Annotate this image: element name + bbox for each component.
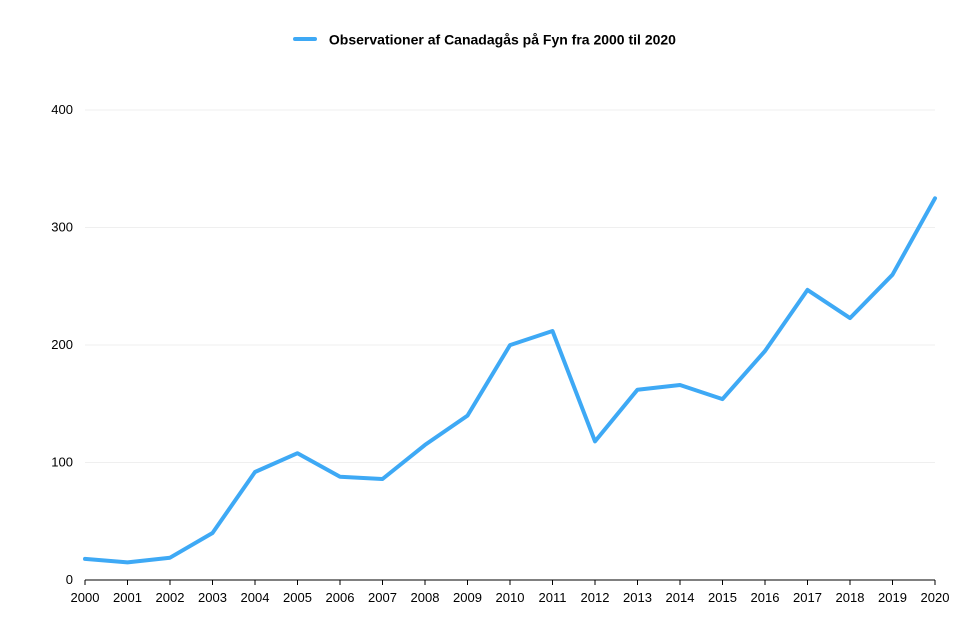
x-tick-label: 2012 (581, 590, 610, 605)
x-tick-label: 2005 (283, 590, 312, 605)
line-chart: 0 100 200 300 400 2000 2001 2002 2003 2004 2005 200… (0, 0, 969, 638)
y-tick-label: 0 (66, 572, 73, 587)
legend: Observationer af Canadagås på Fyn fra 20… (0, 30, 969, 47)
x-tick-label: 2009 (453, 590, 482, 605)
legend-swatch (293, 37, 317, 41)
x-tick-label: 2006 (326, 590, 355, 605)
x-tick-label: 2019 (878, 590, 907, 605)
y-tick-label: 400 (51, 102, 73, 117)
x-tick-label: 2015 (708, 590, 737, 605)
x-tick-label: 2000 (71, 590, 100, 605)
x-tick-label: 2016 (751, 590, 780, 605)
x-tick-label: 2007 (368, 590, 397, 605)
x-tick-label: 2010 (496, 590, 525, 605)
x-tick-label: 2011 (539, 590, 567, 605)
x-tick-label: 2004 (241, 590, 270, 605)
x-tick-label: 2018 (836, 590, 865, 605)
y-tick-label: 100 (51, 455, 73, 470)
series-line (85, 198, 935, 562)
x-tick-label: 2013 (623, 590, 652, 605)
y-tick-label: 300 (51, 220, 73, 235)
x-tick-label: 2001 (113, 590, 142, 605)
x-tick-label: 2014 (666, 590, 695, 605)
chart-container: Observationer af Canadagås på Fyn fra 20… (0, 0, 969, 638)
legend-label: Observationer af Canadagås på Fyn fra 20… (329, 31, 676, 47)
x-tick-label: 2017 (793, 590, 822, 605)
x-tick-label: 2008 (411, 590, 440, 605)
x-tick-label: 2020 (921, 590, 950, 605)
y-tick-label: 200 (51, 337, 73, 352)
x-tick-label: 2003 (198, 590, 227, 605)
x-tick-label: 2002 (156, 590, 185, 605)
